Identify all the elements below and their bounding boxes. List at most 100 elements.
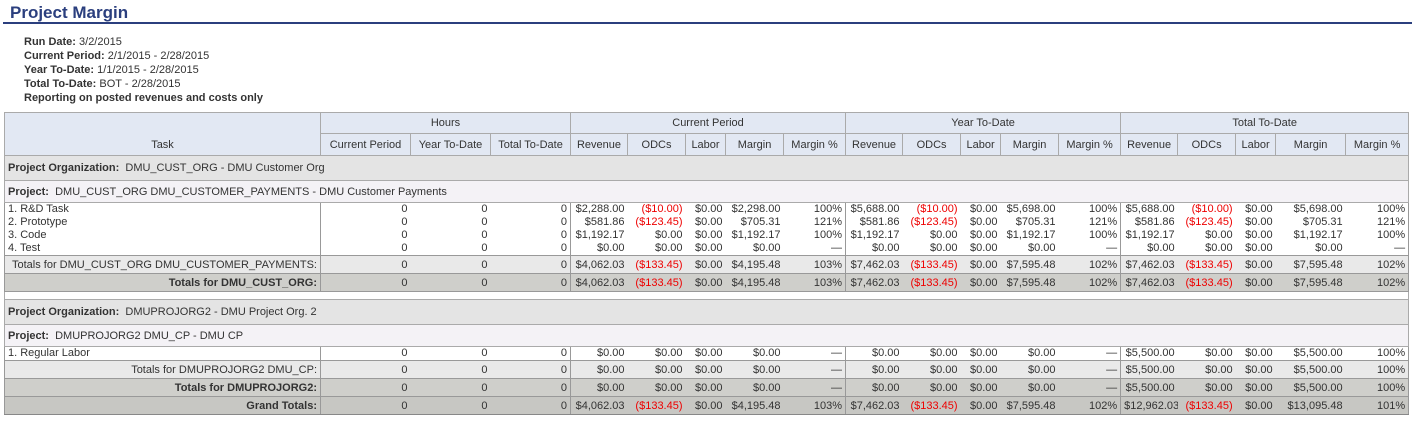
- value-cell: $5,500.00: [1120, 360, 1178, 379]
- value-cell: $4,195.48: [725, 273, 784, 292]
- value-cell: 0: [410, 360, 491, 379]
- column-header-hours: Total To-Date: [489, 133, 572, 156]
- value-cell: 0: [320, 242, 411, 256]
- value-cell: 103%: [783, 396, 846, 415]
- value-cell: $0.00: [845, 360, 903, 379]
- value-cell: 103%: [783, 273, 846, 292]
- value-cell: 0: [320, 346, 411, 361]
- value-cell: $0.00: [627, 242, 686, 256]
- row-label: Project:: [8, 185, 49, 198]
- column-header-odcs: ODCs: [902, 133, 962, 156]
- value-cell: $4,195.48: [725, 396, 784, 415]
- value-cell: ($133.45): [902, 396, 961, 415]
- value-cell: 102%: [1058, 255, 1121, 274]
- value-cell: $0.00: [1000, 378, 1059, 397]
- proj-row: Project: DMUPROJORG2 DMU_CP - DMU CP: [3, 324, 1410, 347]
- value-cell: 102%: [1058, 273, 1121, 292]
- value-cell: 0: [410, 255, 491, 274]
- value-cell: —: [1058, 242, 1121, 256]
- value-cell: —: [1058, 346, 1121, 361]
- value-cell: $0.00: [902, 378, 961, 397]
- value-cell: $4,195.48: [725, 255, 784, 274]
- column-header-hours: Current Period: [320, 133, 411, 156]
- group-header-year-to-date: Year To-Date: [845, 112, 1122, 134]
- value-cell: $13,095.48: [1275, 396, 1346, 415]
- value-cell: $1,192.17: [725, 229, 784, 242]
- value-cell: $0.00: [1000, 360, 1059, 379]
- value-cell: 0: [320, 255, 411, 274]
- value-cell: 0: [490, 346, 571, 361]
- value-cell: 0: [490, 273, 571, 292]
- task-name: 3. Code: [4, 229, 321, 242]
- row-label: Project:: [8, 329, 49, 342]
- value-cell: $5,500.00: [1275, 378, 1346, 397]
- info-label: Current Period:: [24, 50, 105, 62]
- org-row: Project Organization: DMU_CUST_ORG - DMU…: [3, 155, 1410, 181]
- table-row: 2. Prototype 0 0 0 $581.86 ($123.45) $0.00 $705…: [4, 216, 1409, 229]
- column-header-revenue: Revenue: [1120, 133, 1179, 156]
- group-header-hours: Hours: [319, 112, 572, 134]
- value-cell: 0: [320, 273, 411, 292]
- org-row: Project Organization: DMUPROJORG2 - DMU …: [3, 299, 1410, 325]
- value-cell: $0.00: [1235, 396, 1276, 415]
- value-cell: $4,062.03: [570, 396, 628, 415]
- value-cell: $581.86: [1120, 216, 1178, 229]
- value-cell: $5,500.00: [1120, 346, 1178, 361]
- value-cell: $0.00: [1177, 346, 1236, 361]
- value-cell: $5,698.00: [1000, 202, 1059, 216]
- info-value: 3/2/2015: [79, 36, 122, 48]
- value-cell: $4,062.03: [570, 273, 628, 292]
- project-cell: Project: DMU_CUST_ORG DMU_CUSTOMER_PAYME…: [3, 180, 1410, 203]
- value-cell: $0.00: [1235, 273, 1276, 292]
- value-cell: —: [1345, 242, 1409, 256]
- value-cell: $5,500.00: [1120, 378, 1178, 397]
- value-cell: 121%: [1345, 216, 1409, 229]
- value-cell: $0.00: [845, 242, 903, 256]
- column-header-odcs: ODCs: [1177, 133, 1237, 156]
- value-cell: $7,595.48: [1000, 255, 1059, 274]
- row-label: Project Organization:: [8, 162, 120, 174]
- project-organization-cell: Project Organization: DMUPROJORG2 - DMU …: [3, 299, 1410, 325]
- value-cell: ($133.45): [902, 273, 961, 292]
- value-cell: $0.00: [1120, 242, 1178, 256]
- value-cell: $0.00: [960, 346, 1001, 361]
- value-cell: —: [783, 346, 846, 361]
- row-value: DMUPROJORG2 - DMU Project Org. 2: [125, 306, 317, 318]
- value-cell: $0.00: [960, 216, 1001, 229]
- totals-label: Totals for DMU_CUST_ORG DMU_CUSTOMER_PAY…: [4, 255, 321, 274]
- project-margin-table: Task Hours Current Period Year To-Date T…: [3, 112, 1410, 415]
- value-cell: 0: [320, 396, 411, 415]
- task-name: 4. Test: [4, 242, 321, 256]
- column-header-margin: Margin: [1000, 133, 1060, 156]
- value-cell: 0: [490, 360, 571, 379]
- value-cell: $0.00: [960, 229, 1001, 242]
- value-cell: 100%: [1345, 229, 1409, 242]
- value-cell: 100%: [783, 229, 846, 242]
- info-value: 2/1/2015 - 2/28/2015: [107, 50, 210, 62]
- value-cell: 100%: [1345, 202, 1409, 216]
- value-cell: $0.00: [1235, 216, 1276, 229]
- value-cell: ($123.45): [627, 216, 686, 229]
- value-cell: $0.00: [725, 242, 784, 256]
- value-cell: $0.00: [725, 360, 784, 379]
- value-cell: $0.00: [685, 242, 726, 256]
- table-row: 4. Test 0 0 0 $0.00 $0.00 $0.00 $0.00— $0.00 $0.0…: [4, 242, 1409, 256]
- column-header-odcs: ODCs: [627, 133, 687, 156]
- value-cell: 0: [490, 216, 571, 229]
- totals-label: Totals for DMUPROJORG2:: [4, 378, 321, 397]
- value-cell: 0: [410, 216, 491, 229]
- column-header-revenue: Revenue: [845, 133, 904, 156]
- value-cell: $7,462.03: [1120, 255, 1178, 274]
- totals-label: Totals for DMUPROJORG2 DMU_CP:: [4, 360, 321, 379]
- row-value: DMU_CUST_ORG DMU_CUSTOMER_PAYMENTS - DMU…: [55, 185, 447, 198]
- value-cell: ($10.00): [1177, 202, 1236, 216]
- row-value: DMUPROJORG2 DMU_CP - DMU CP: [55, 329, 244, 342]
- value-cell: $0.00: [1235, 255, 1276, 274]
- info-label: Run Date:: [24, 36, 76, 48]
- value-cell: $1,192.17: [570, 229, 628, 242]
- value-cell: 0: [410, 273, 491, 292]
- sub-row: Totals for DMU_CUST_ORG DMU_CUSTOMER_PAY…: [4, 255, 1409, 274]
- value-cell: 100%: [1345, 360, 1409, 379]
- column-header-task: Task: [4, 112, 321, 156]
- value-cell: $0.00: [627, 378, 686, 397]
